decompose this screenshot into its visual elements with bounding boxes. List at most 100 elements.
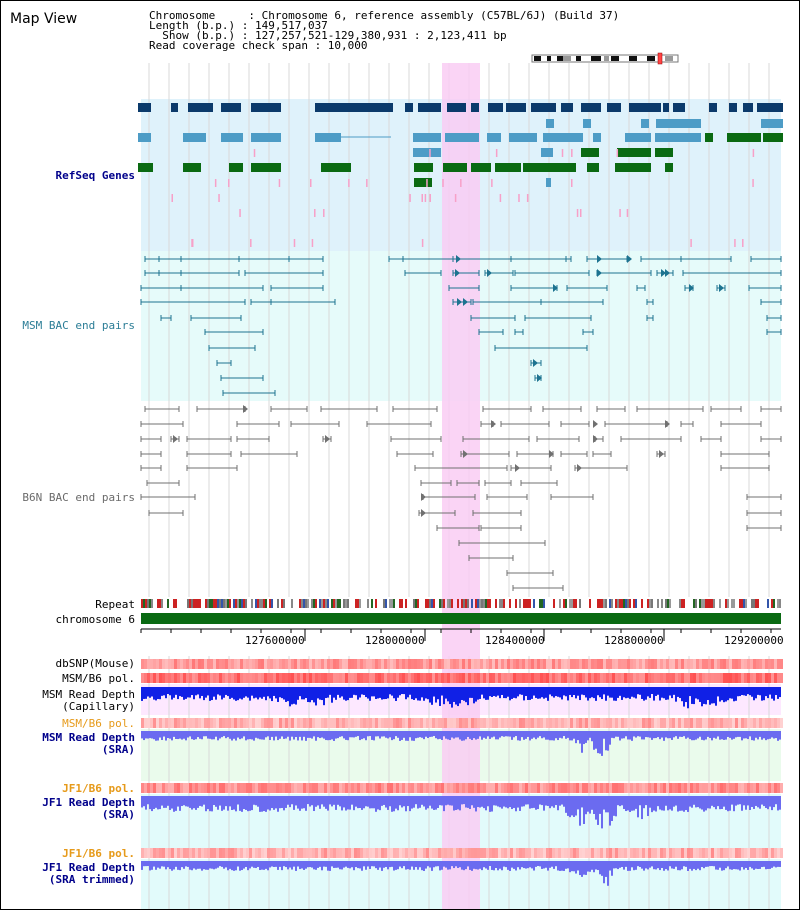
- depth-bar: [277, 687, 279, 702]
- repeat-mark: [149, 599, 151, 608]
- heat-cell: [294, 659, 297, 669]
- page-title: Map View: [10, 11, 78, 27]
- depth-bar: [625, 861, 627, 867]
- repeat-mark: [665, 599, 667, 608]
- depth-bar: [581, 796, 583, 808]
- depth-bar: [629, 861, 631, 871]
- depth-bar: [437, 731, 439, 740]
- heat-cell: [264, 783, 267, 793]
- depth-bar: [207, 687, 209, 696]
- depth-bar: [413, 796, 415, 808]
- heat-cell: [741, 783, 744, 793]
- depth-bar: [491, 687, 493, 697]
- depth-bar: [343, 861, 345, 868]
- depth-bar: [471, 861, 473, 871]
- depth-bar: [649, 731, 651, 738]
- depth-bar: [691, 861, 693, 871]
- depth-bar: [147, 687, 149, 697]
- depth-bar: [559, 861, 561, 871]
- depth-bar: [299, 731, 301, 737]
- heat-cell: [306, 848, 309, 858]
- heat-cell: [420, 659, 423, 669]
- heat-cell: [714, 718, 717, 728]
- heat-cell: [216, 659, 219, 669]
- depth-bar: [147, 796, 149, 805]
- depth-bar: [563, 861, 565, 871]
- depth-bar: [435, 687, 437, 703]
- depth-bar: [691, 731, 693, 741]
- heat-cell: [255, 848, 258, 858]
- depth-bar: [541, 861, 543, 869]
- depth-bar: [567, 861, 569, 869]
- depth-bar: [413, 731, 415, 741]
- heat-cell: [516, 673, 519, 683]
- heat-cell: [708, 718, 711, 728]
- depth-bar: [755, 687, 757, 699]
- heat-cell: [753, 783, 756, 793]
- repeat-mark: [257, 599, 259, 608]
- depth-bar: [329, 731, 331, 741]
- heat-cell: [717, 848, 720, 858]
- heat-cell: [222, 848, 225, 858]
- depth-bar: [425, 731, 427, 737]
- heat-cell: [522, 673, 525, 683]
- heat-cell: [474, 673, 477, 683]
- depth-bar: [257, 731, 259, 739]
- repeat-mark: [743, 599, 745, 608]
- depth-bar: [577, 861, 579, 871]
- heat-cell: [726, 848, 729, 858]
- heat-cell: [441, 848, 444, 858]
- heat-cell: [441, 783, 444, 793]
- heat-cell: [633, 718, 636, 728]
- heat-cell: [651, 718, 654, 728]
- heat-cell: [189, 848, 192, 858]
- depth-bar: [737, 687, 739, 697]
- heat-cell: [315, 659, 318, 669]
- depth-bar: [597, 861, 599, 871]
- depth-bar: [273, 731, 275, 741]
- axis-tick-label: 128400000: [485, 634, 545, 647]
- heat-cell: [312, 673, 315, 683]
- depth-bar: [489, 796, 491, 812]
- depth-bar: [197, 687, 199, 695]
- heat-cell: [603, 673, 606, 683]
- depth-bar: [229, 687, 231, 699]
- heat-cell: [180, 659, 183, 669]
- depth-bar: [389, 687, 391, 695]
- depth-bar: [771, 731, 773, 738]
- depth-bar: [379, 687, 381, 698]
- depth-bar: [461, 687, 463, 700]
- heat-cell: [462, 659, 465, 669]
- heat-cell: [720, 673, 723, 683]
- depth-bar: [281, 796, 283, 809]
- selected-region-highlight: [442, 63, 480, 909]
- heat-cell: [315, 783, 318, 793]
- depth-bar: [665, 796, 667, 806]
- depth-bar: [449, 796, 451, 806]
- repeat-mark: [443, 599, 445, 608]
- depth-bar: [311, 687, 313, 701]
- heat-cell: [375, 659, 378, 669]
- depth-bar: [327, 796, 329, 811]
- heat-cell: [234, 718, 237, 728]
- heat-cell: [303, 659, 306, 669]
- depth-bar: [685, 731, 687, 739]
- depth-bar: [529, 861, 531, 868]
- jf1-b6-pol-trimmed-label: JF1/B6 pol.: [62, 847, 135, 860]
- heat-cell: [258, 659, 261, 669]
- heat-cell: [477, 783, 480, 793]
- depth-bar: [775, 731, 777, 739]
- heat-cell: [693, 673, 696, 683]
- heat-cell: [255, 783, 258, 793]
- gene-feature: [665, 163, 673, 172]
- heat-cell: [741, 848, 744, 858]
- heat-cell: [234, 673, 237, 683]
- depth-bar: [523, 731, 525, 740]
- heat-cell: [384, 848, 387, 858]
- depth-bar: [733, 687, 735, 702]
- heat-cell: [204, 718, 207, 728]
- heat-cell: [273, 673, 276, 683]
- depth-bar: [607, 796, 609, 813]
- depth-bar: [721, 687, 723, 701]
